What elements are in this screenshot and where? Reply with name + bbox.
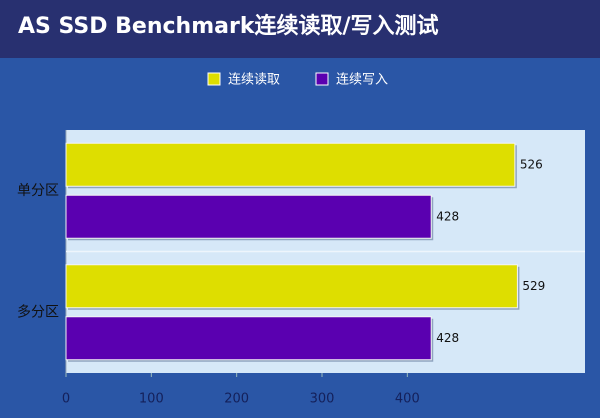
legend-label: 连续写入 [336, 72, 388, 88]
data-label: 529 [522, 279, 545, 293]
bar [65, 316, 432, 361]
title-bar [0, 0, 600, 58]
x-tick-label: 300 [310, 392, 335, 407]
data-label: 526 [520, 157, 543, 171]
y-tick-label: 多分区 [17, 303, 59, 320]
chart-title: AS SSD Benchmark连续读取/写入测试 [18, 13, 439, 39]
x-tick-label: 0 [62, 392, 70, 407]
bar [65, 142, 516, 187]
y-tick-label: 单分区 [17, 183, 59, 199]
data-label: 428 [436, 331, 459, 345]
bar [65, 264, 518, 309]
bar [65, 194, 432, 239]
data-label: 428 [436, 209, 459, 223]
legend-swatch [207, 72, 221, 86]
x-tick-label: 200 [224, 392, 249, 407]
legend-label: 连续读取 [228, 72, 280, 88]
x-tick-label: 400 [395, 392, 420, 407]
x-tick-label: 100 [139, 392, 164, 407]
legend-swatch [315, 72, 329, 86]
